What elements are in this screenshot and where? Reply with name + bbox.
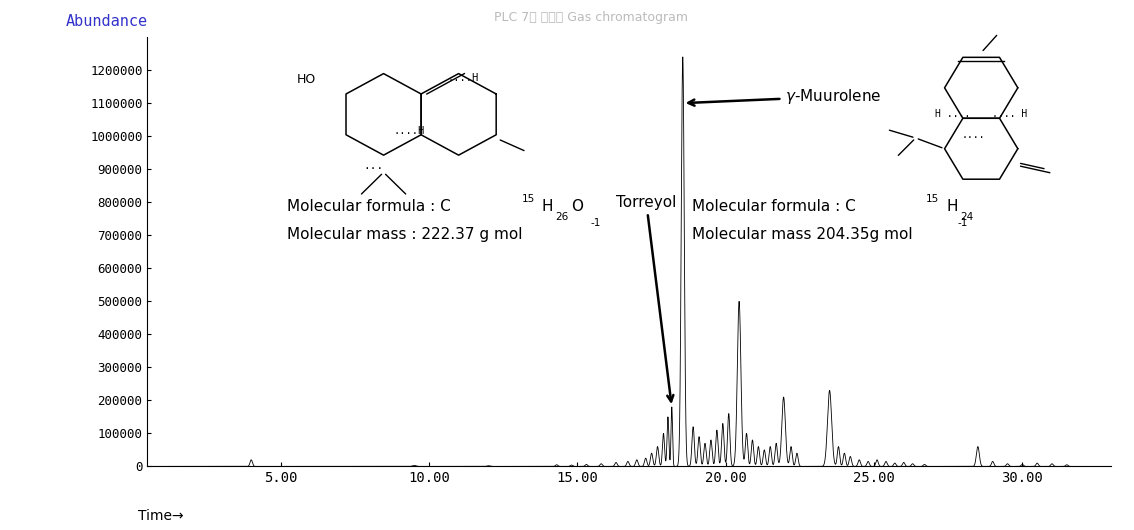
Text: Torreyol: Torreyol: [616, 195, 676, 401]
Text: $\it{γ}$-Muurolene: $\it{γ}$-Muurolene: [688, 87, 881, 106]
Text: ...: ...: [364, 161, 384, 171]
Text: H: H: [947, 199, 958, 214]
Text: ....H: ....H: [393, 126, 424, 136]
Text: H ....: H ....: [934, 109, 971, 119]
Text: Molecular formula : C: Molecular formula : C: [692, 199, 856, 214]
Text: ....H: ....H: [447, 74, 479, 84]
Text: Molecular mass : 222.37 g mol: Molecular mass : 222.37 g mol: [287, 227, 523, 242]
Text: 15: 15: [522, 195, 534, 205]
Text: 26: 26: [556, 211, 568, 222]
Text: Abundance: Abundance: [66, 13, 147, 29]
Text: Molecular formula : C: Molecular formula : C: [287, 199, 451, 214]
Text: H: H: [542, 199, 553, 214]
Text: 24: 24: [960, 211, 973, 222]
Text: .... H: .... H: [992, 109, 1027, 119]
Text: Molecular mass 204.35g mol: Molecular mass 204.35g mol: [692, 227, 913, 242]
Text: -1: -1: [591, 218, 601, 228]
Text: O: O: [572, 199, 584, 214]
Text: -1: -1: [957, 218, 967, 228]
Text: 15: 15: [926, 195, 939, 205]
Text: ....: ....: [962, 130, 985, 140]
Text: PLC 7번 분획의 Gas chromatogram: PLC 7번 분획의 Gas chromatogram: [493, 11, 688, 24]
Text: Time→: Time→: [138, 509, 184, 523]
Text: HO: HO: [297, 73, 316, 86]
